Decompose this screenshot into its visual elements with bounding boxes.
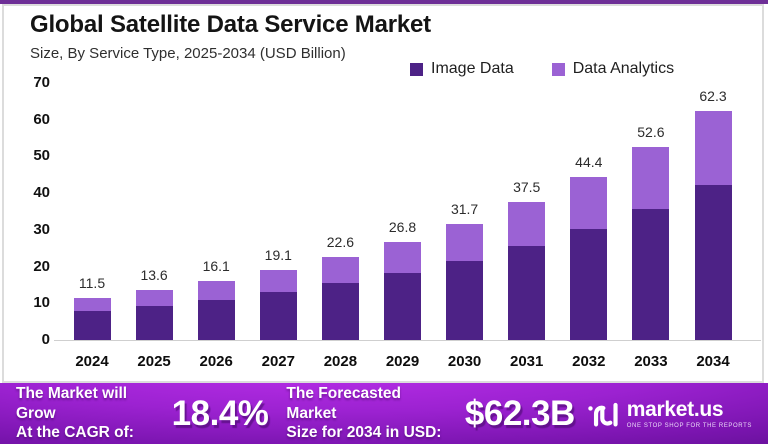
forecast-label-line2: Size for 2034 in USD: bbox=[286, 424, 442, 442]
bar-total-label: 62.3 bbox=[699, 88, 727, 105]
bar-total-label: 19.1 bbox=[264, 246, 292, 263]
cagr-label-line2: At the CAGR of: bbox=[16, 424, 134, 442]
plot-area: 11.5 13.6 16.1 19.1 22.6 26.8 31.7 37.5 44.4 52.6… bbox=[60, 83, 745, 340]
y-axis-tick: 30 bbox=[33, 220, 50, 238]
bar-segment-data-analytics bbox=[570, 177, 608, 230]
legend-label: Image Data bbox=[431, 60, 514, 77]
bar-group bbox=[632, 146, 670, 340]
brand-text: market.us ONE STOP SHOP FOR THE REPORTS bbox=[627, 399, 752, 429]
x-axis-label: 2033 bbox=[634, 353, 668, 370]
bar-segment-image-data bbox=[632, 208, 670, 340]
bar-total-label: 16.1 bbox=[202, 257, 230, 274]
bar-segment-image-data bbox=[384, 272, 421, 340]
x-axis-label: 2032 bbox=[572, 353, 606, 370]
bar-segment-data-analytics bbox=[259, 269, 297, 293]
bar-group bbox=[321, 257, 359, 340]
cagr-label-line1: The Market will Grow bbox=[16, 385, 128, 422]
bar-segment-data-analytics bbox=[446, 223, 484, 261]
bar-total-label: 37.5 bbox=[513, 179, 541, 196]
x-axis-labels: 2024 2025 2026 2027 2028 2029 2030 2031 2032 2033… bbox=[60, 353, 745, 375]
bar-group bbox=[384, 241, 421, 340]
bar-segment-image-data bbox=[570, 229, 608, 340]
chart-subtitle: Size, By Service Type, 2025-2034 (USD Bi… bbox=[30, 45, 346, 62]
legend-item: Image Data bbox=[410, 60, 514, 78]
y-axis-tick: 70 bbox=[33, 74, 50, 91]
chart-legend: Image Data Data Analytics bbox=[410, 60, 674, 78]
bar-total-label: 13.6 bbox=[140, 267, 168, 284]
bar-segment-image-data bbox=[694, 184, 732, 340]
x-axis-label: 2024 bbox=[75, 353, 109, 370]
bar-group bbox=[259, 269, 297, 340]
legend-label: Data Analytics bbox=[572, 60, 675, 77]
bar-group bbox=[197, 280, 235, 340]
bar-group bbox=[694, 111, 732, 340]
x-axis-label: 2028 bbox=[323, 353, 358, 370]
y-axis-tick: 10 bbox=[33, 294, 50, 312]
bar-segment-image-data bbox=[197, 299, 235, 340]
x-axis-label: 2031 bbox=[510, 353, 544, 370]
top-accent-strip bbox=[0, 0, 768, 4]
bar-segment-image-data bbox=[135, 305, 173, 340]
legend-item: Data Analytics bbox=[551, 60, 675, 78]
legend-swatch bbox=[551, 62, 565, 76]
bar-segment-data-analytics bbox=[384, 241, 421, 273]
bar-segment-data-analytics bbox=[632, 146, 670, 209]
x-axis-label: 2030 bbox=[447, 353, 482, 370]
bar-segment-data-analytics bbox=[508, 202, 546, 247]
bar-segment-image-data bbox=[446, 260, 484, 340]
bar-segment-data-analytics bbox=[135, 290, 173, 306]
y-axis-tick: 40 bbox=[33, 184, 50, 202]
bar-total-label: 31.7 bbox=[450, 200, 479, 217]
bar-total-label: 44.4 bbox=[575, 154, 603, 170]
cagr-label: The Market will Grow At the CAGR of: bbox=[16, 384, 160, 442]
bar-segment-image-data bbox=[259, 292, 297, 340]
brand-tagline: ONE STOP SHOP FOR THE REPORTS bbox=[626, 422, 752, 429]
bar-segment-data-analytics bbox=[73, 297, 111, 311]
bar-group bbox=[446, 223, 484, 340]
bar-total-label: 26.8 bbox=[388, 218, 417, 235]
bar-total-label: 22.6 bbox=[326, 234, 355, 251]
x-axis-label: 2034 bbox=[696, 353, 730, 370]
cagr-value: 18.4% bbox=[171, 393, 269, 433]
bar-segment-data-analytics bbox=[694, 111, 732, 185]
page-title: Global Satellite Data Service Market bbox=[30, 11, 431, 38]
bar-group bbox=[135, 290, 173, 340]
footer-banner: The Market will Grow At the CAGR of: 18.… bbox=[0, 383, 768, 444]
y-axis-tick: 20 bbox=[33, 257, 50, 275]
x-axis-label: 2027 bbox=[261, 353, 295, 370]
forecast-label-line1: The Forecasted Market bbox=[286, 385, 401, 422]
bar-segment-image-data bbox=[321, 283, 359, 340]
bar-total-label: 52.6 bbox=[637, 123, 665, 140]
y-axis-tick: 50 bbox=[33, 147, 50, 165]
x-axis-label: 2029 bbox=[385, 353, 420, 370]
bar-segment-data-analytics bbox=[321, 257, 359, 284]
bar-segment-image-data bbox=[508, 246, 546, 340]
forecast-label: The Forecasted Market Size for 2034 in U… bbox=[286, 384, 442, 442]
bar-segment-data-analytics bbox=[197, 280, 235, 300]
brand-logo: market.us ONE STOP SHOP FOR THE REPORTS bbox=[587, 399, 752, 429]
bar-group bbox=[73, 297, 111, 340]
bar-segment-image-data bbox=[73, 310, 111, 340]
x-axis-baseline bbox=[54, 340, 761, 341]
y-axis-tick: 60 bbox=[33, 110, 50, 128]
x-axis-label: 2025 bbox=[137, 353, 171, 370]
forecast-value: $62.3B bbox=[464, 393, 575, 433]
bar-total-label: 11.5 bbox=[78, 274, 106, 291]
market-us-logo-icon bbox=[587, 400, 619, 428]
bar-group bbox=[570, 177, 608, 340]
brand-name: market.us bbox=[626, 397, 724, 421]
y-axis-tick: 0 bbox=[41, 331, 50, 348]
x-axis-label: 2026 bbox=[199, 353, 233, 370]
legend-swatch bbox=[410, 62, 423, 76]
bar-group bbox=[508, 202, 546, 340]
